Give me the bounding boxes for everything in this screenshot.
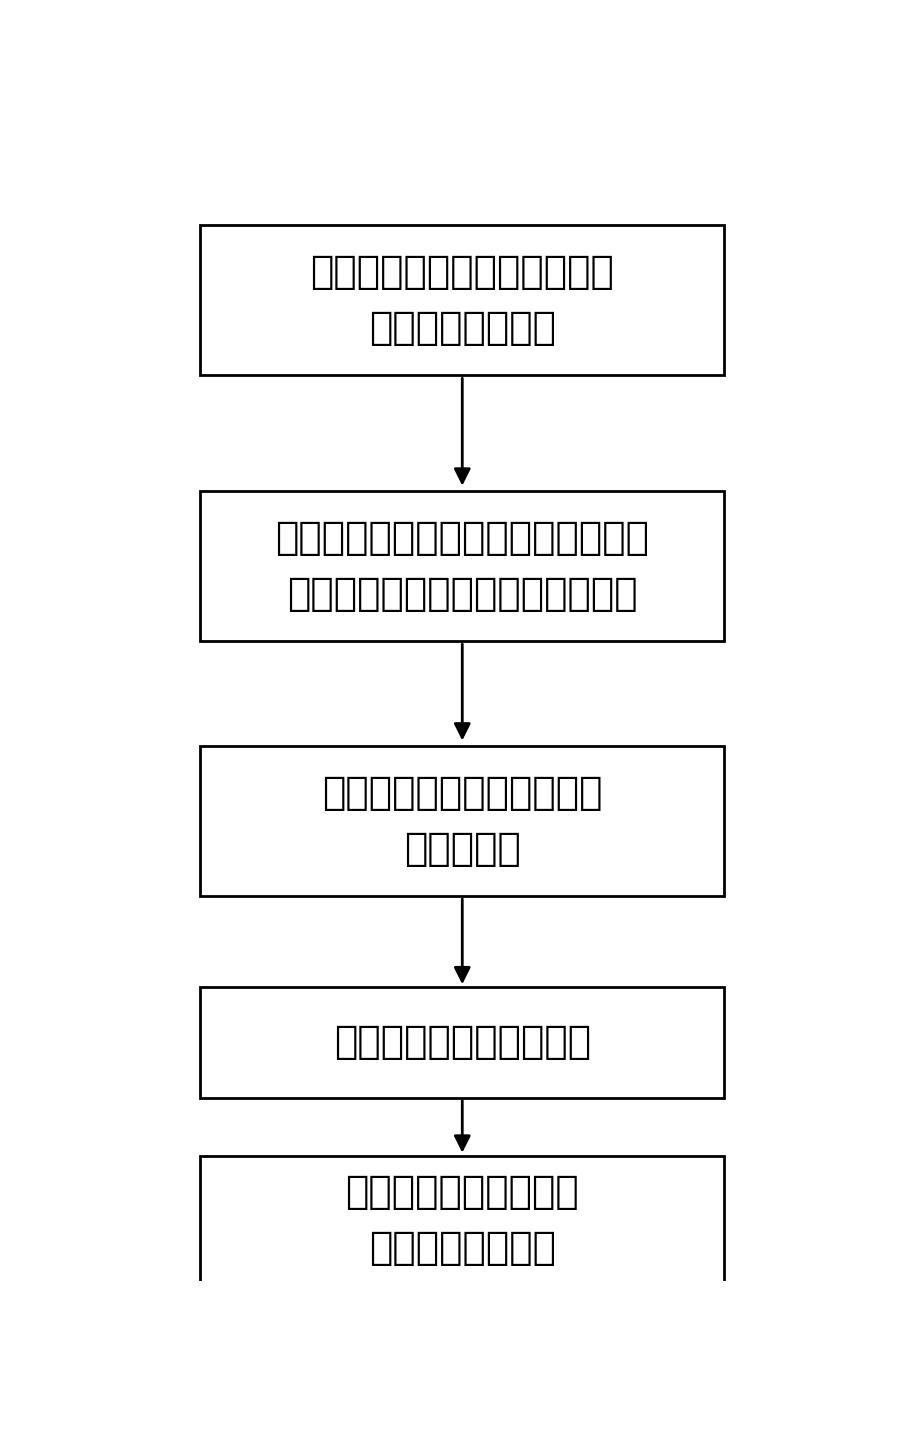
FancyBboxPatch shape bbox=[200, 226, 724, 376]
Text: 基于最优传输发送概率
实现编码调制设计: 基于最优传输发送概率 实现编码调制设计 bbox=[345, 1173, 579, 1266]
FancyBboxPatch shape bbox=[200, 987, 724, 1098]
FancyBboxPatch shape bbox=[200, 745, 724, 895]
FancyBboxPatch shape bbox=[200, 1156, 724, 1284]
Text: 提出基于信道可达速率的系
统优化目标: 提出基于信道可达速率的系 统优化目标 bbox=[322, 774, 603, 868]
Text: 分析低精度量化对低精度大规模天线
系统的发送星座图能量分布的影响: 分析低精度量化对低精度大规模天线 系统的发送星座图能量分布的影响 bbox=[275, 519, 649, 613]
Text: 发送端发送概率分布优化: 发送端发送概率分布优化 bbox=[334, 1023, 591, 1062]
Text: 提出基于概率整形的低精度大
规模天线系统结构: 提出基于概率整形的低精度大 规模天线系统结构 bbox=[310, 253, 614, 347]
FancyBboxPatch shape bbox=[200, 491, 724, 640]
